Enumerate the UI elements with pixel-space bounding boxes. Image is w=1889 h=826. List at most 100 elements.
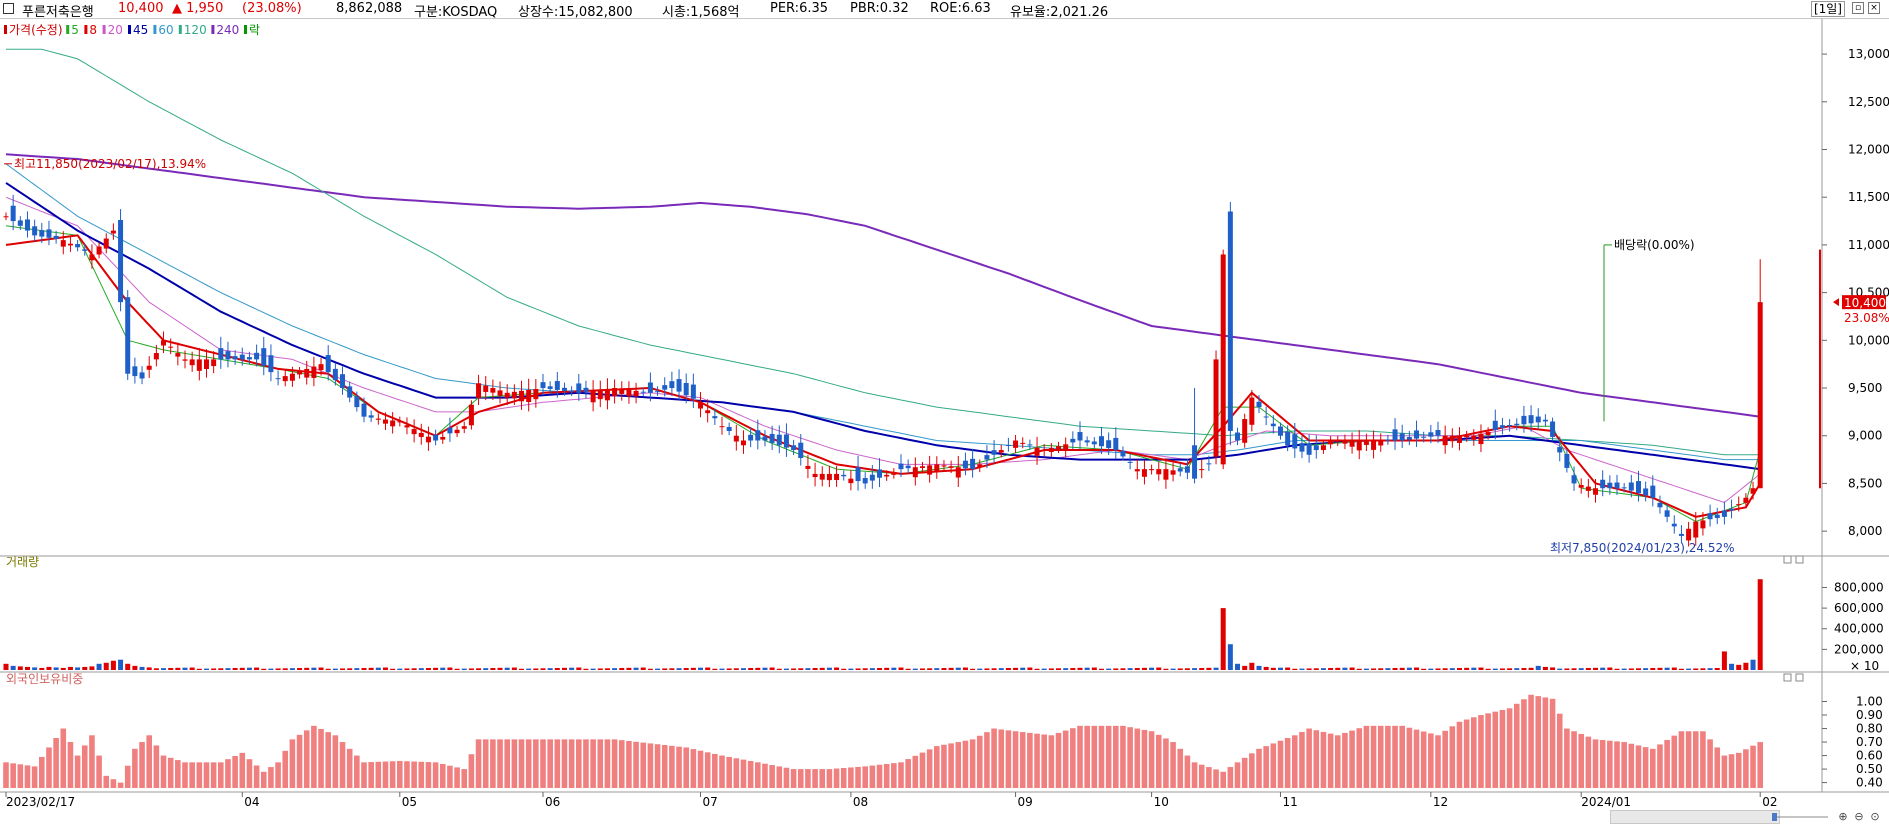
zoom-out-icon[interactable]: ⊖	[1854, 810, 1864, 823]
foreign-bar	[1750, 745, 1756, 788]
candle-body	[1492, 420, 1498, 431]
volume-bar	[1571, 668, 1577, 670]
candle-body	[1471, 435, 1477, 440]
foreign-bar	[468, 754, 475, 788]
candle-body	[1585, 486, 1591, 491]
foreign-bar	[1549, 698, 1556, 788]
foreign-bar	[1614, 741, 1620, 788]
volume-bar	[161, 668, 167, 670]
zoom-reset-icon[interactable]: ⊙	[1870, 810, 1880, 823]
moving-average-ma45	[5, 182, 1761, 471]
foreign-bar	[1342, 732, 1348, 788]
candle-body	[1220, 254, 1226, 465]
foreign-bar	[1413, 729, 1420, 788]
volume-bar	[1199, 667, 1205, 670]
foreign-bar	[969, 739, 976, 788]
foreign-bar	[1650, 748, 1656, 788]
legend-swatch	[178, 25, 182, 34]
legend-label: 120	[184, 23, 207, 37]
volume-bar	[855, 668, 861, 670]
volume-bar	[275, 668, 281, 670]
candle-body	[1141, 469, 1147, 477]
foreign-bar	[167, 757, 174, 788]
foreign-bar	[511, 739, 518, 788]
close-icon[interactable]: ×	[1868, 2, 1880, 14]
candle-body	[1578, 485, 1584, 488]
foreign-bar	[1277, 740, 1284, 788]
candle-body	[1285, 431, 1291, 446]
zoom-slider[interactable]	[1770, 812, 1830, 822]
volume-bar	[1693, 668, 1699, 670]
candle-body	[1399, 433, 1405, 441]
candle-body	[712, 416, 718, 419]
foreign-bar	[1506, 708, 1513, 788]
candle-body	[447, 427, 453, 434]
volume-bar	[683, 667, 689, 670]
volume-bar	[554, 667, 560, 670]
foreign-bar	[941, 744, 947, 788]
volume-bar	[304, 667, 310, 670]
foreign-bar	[1170, 742, 1176, 788]
candle-body	[590, 390, 596, 403]
candle-body	[1736, 504, 1742, 506]
chart-scrollbar[interactable]	[1610, 810, 1780, 824]
volume-bar	[1721, 651, 1727, 670]
volume-bar	[1249, 662, 1255, 670]
foreign-bar	[1385, 725, 1391, 788]
stock-chart[interactable]: 8,0008,5009,0009,50010,00010,50011,00011…	[0, 19, 1889, 826]
volume-bar	[1170, 668, 1176, 670]
volume-bar	[798, 668, 804, 670]
candle-body	[1693, 521, 1699, 538]
foreign-bar	[597, 739, 604, 788]
candle-body	[1235, 432, 1241, 441]
select-checkbox[interactable]	[3, 3, 14, 14]
volume-bar	[884, 667, 890, 670]
candle-body	[1371, 440, 1377, 450]
foreign-bar	[60, 728, 67, 788]
foreign-bar	[1356, 728, 1363, 788]
volume-bar	[877, 667, 883, 670]
candle-body	[970, 458, 976, 470]
candle-body	[891, 471, 897, 475]
foreign-bar	[926, 749, 933, 788]
volume-bar	[1585, 667, 1591, 670]
minimize-icon[interactable]: ▫	[1852, 2, 1864, 14]
candle-body	[254, 352, 260, 360]
candle-body	[1421, 436, 1427, 438]
candle-body	[1507, 424, 1513, 427]
candle-body	[476, 383, 482, 398]
candle-body	[805, 465, 811, 469]
volume-bar	[1657, 667, 1663, 670]
volume-bar	[110, 660, 116, 670]
candle-body	[340, 374, 346, 389]
volume-bar	[755, 667, 761, 670]
candle-body	[397, 421, 403, 423]
foreign-bar	[1177, 748, 1184, 788]
candle-body	[855, 467, 861, 482]
candle-body	[75, 244, 81, 248]
volume-bar	[1714, 667, 1720, 670]
foreign-bar	[1213, 769, 1219, 788]
volume-bar	[32, 667, 38, 670]
foreign-bar	[1034, 733, 1040, 788]
volume-bar	[1342, 667, 1348, 670]
candle-body	[82, 249, 88, 251]
volume-bar	[655, 668, 661, 670]
candle-body	[841, 474, 847, 477]
foreign-bar	[311, 725, 317, 788]
volume-bar	[1628, 668, 1634, 670]
candle-body	[640, 391, 646, 393]
high-annotation: 최고11,850(2023/02/17),13.94%	[14, 157, 206, 171]
foreign-bar	[318, 728, 324, 788]
candle-body	[1177, 468, 1183, 472]
volume-bar	[1729, 663, 1735, 670]
candle-body	[977, 464, 983, 468]
timeframe-selector[interactable]: [1일]	[1810, 1, 1845, 17]
price-tick-label: 8,000	[1848, 524, 1882, 538]
candle-body	[461, 426, 467, 429]
volume-bar	[891, 667, 897, 670]
legend-label: 60	[158, 23, 173, 37]
candle-body	[798, 442, 804, 458]
zoom-in-icon[interactable]: ⊕	[1838, 810, 1848, 823]
price-change: ▲ 1,950	[172, 1, 224, 16]
